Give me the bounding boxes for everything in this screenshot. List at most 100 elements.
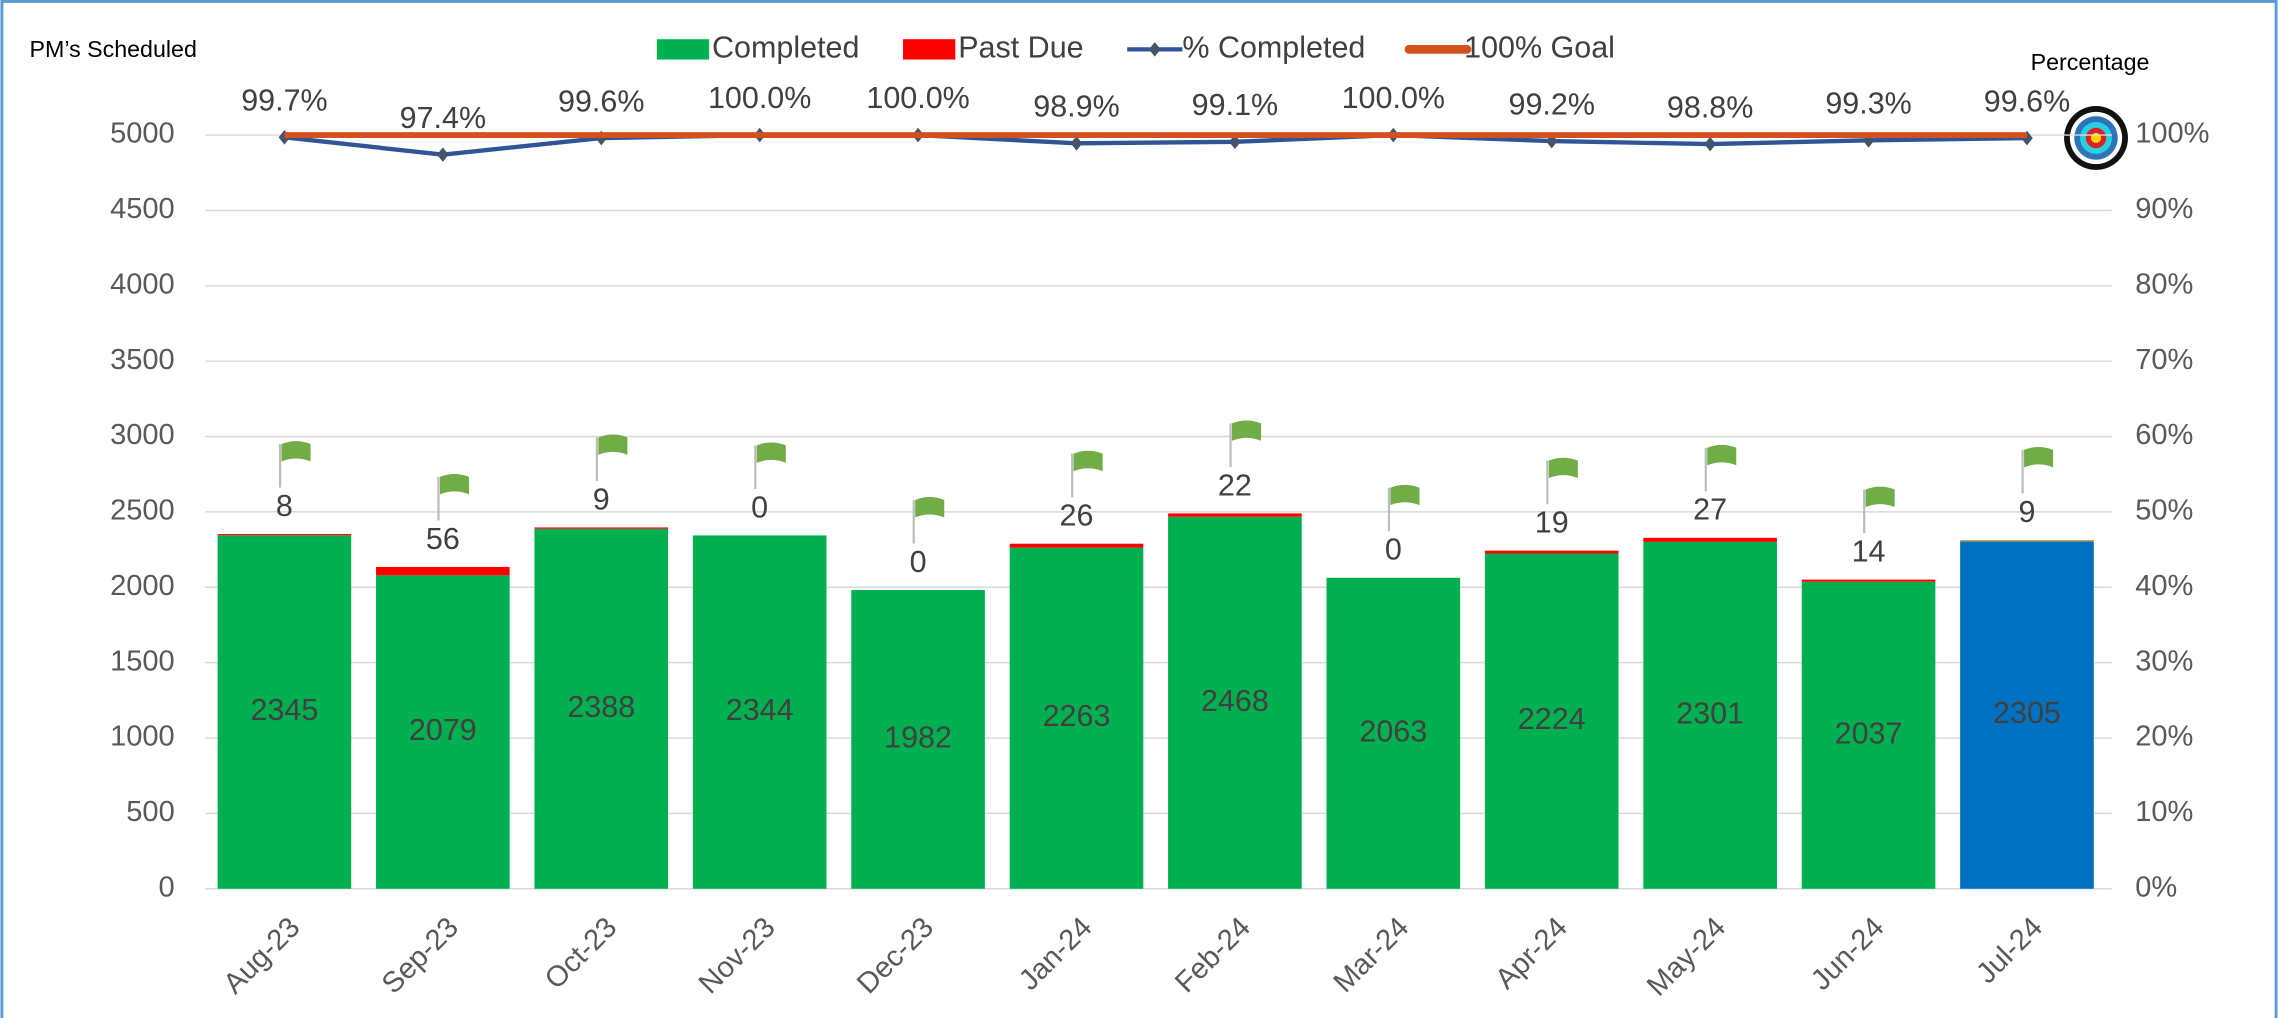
past-due-label: 22 xyxy=(1218,468,1252,502)
bar-value-label: 2301 xyxy=(1676,696,1744,730)
flag-icon xyxy=(595,434,628,481)
x-tick-label: Jul-24 xyxy=(1970,911,2049,990)
y2-tick-label: 0% xyxy=(2135,871,2177,903)
y-axis-title: PM’s Scheduled xyxy=(30,36,197,62)
bar xyxy=(534,527,669,529)
past-due-label: 26 xyxy=(1060,499,1094,533)
percent-label: 99.3% xyxy=(1825,87,1911,121)
past-due-label: 9 xyxy=(2018,495,2035,529)
bar-value-label: 2063 xyxy=(1359,714,1427,748)
bar xyxy=(1960,541,2094,889)
percent-marker xyxy=(1704,136,1716,152)
legend-label: % Completed xyxy=(1182,30,1365,64)
flag-icon xyxy=(278,441,311,488)
legend-label: Past Due xyxy=(958,30,1083,64)
y-tick-label: 4500 xyxy=(110,193,175,225)
y2-tick-label: 80% xyxy=(2135,268,2193,300)
y2-axis-title: Percentage xyxy=(2031,49,2150,75)
flag-cloth xyxy=(281,441,311,462)
x-tick-label: Apr-24 xyxy=(1489,911,1573,995)
flag-cloth xyxy=(439,473,469,495)
flag-icon xyxy=(1863,486,1895,534)
legend-label: Completed xyxy=(712,30,859,64)
flag-icon xyxy=(912,497,945,544)
flag-icon xyxy=(1546,457,1578,505)
past-due-label: 19 xyxy=(1535,506,1569,540)
flag-icon xyxy=(754,442,786,489)
percent-label: 99.6% xyxy=(1984,84,2070,118)
flag-cloth xyxy=(915,497,945,518)
legend-swatch xyxy=(903,39,956,60)
flag-icon xyxy=(2021,447,2054,494)
bar-value-label: 2263 xyxy=(1043,699,1111,733)
legend-swatch xyxy=(656,39,710,60)
bar-value-label: 2305 xyxy=(1993,696,2061,730)
bar xyxy=(217,535,352,889)
bar xyxy=(1643,541,1777,889)
bar xyxy=(1009,543,1144,548)
percent-label: 97.4% xyxy=(400,101,486,135)
y-tick-label: 1500 xyxy=(110,645,175,677)
bar xyxy=(534,528,669,889)
bar xyxy=(1801,581,1936,889)
y2-tick-label: 90% xyxy=(2135,193,2193,225)
percent-label: 99.7% xyxy=(241,84,327,118)
bar xyxy=(1484,550,1619,554)
past-due-label: 56 xyxy=(426,522,460,556)
percent-line xyxy=(284,132,2027,157)
bar xyxy=(692,535,827,889)
x-tick-label: Sep-23 xyxy=(376,911,465,1000)
percent-marker xyxy=(1070,136,1083,151)
bar-value-label: 2345 xyxy=(251,693,319,727)
percent-marker xyxy=(437,147,449,162)
bar xyxy=(376,575,510,889)
bar-value-label: 2224 xyxy=(1518,702,1586,736)
y-tick-label: 2000 xyxy=(110,570,175,602)
flag-icon xyxy=(1071,450,1103,498)
flag-icon xyxy=(1387,484,1420,532)
flag-icon xyxy=(437,473,469,521)
bar-value-label: 1982 xyxy=(884,720,952,754)
y-tick-label: 0 xyxy=(159,871,175,903)
bar xyxy=(1326,577,1461,889)
percent-label: 100.0% xyxy=(1342,81,1445,115)
x-tick-label: May-24 xyxy=(1641,911,1732,1002)
flag-cloth xyxy=(756,442,786,463)
percent-label: 98.8% xyxy=(1667,90,1753,124)
bar-value-label: 2037 xyxy=(1835,716,1903,750)
y2-tick-label: 70% xyxy=(2135,344,2193,376)
x-tick-label: Aug-23 xyxy=(218,911,307,1000)
percent-label: 100.0% xyxy=(708,81,811,115)
y2-tick-label: 40% xyxy=(2135,570,2193,602)
flag-cloth xyxy=(1073,450,1103,472)
bar xyxy=(217,534,352,536)
flag-cloth xyxy=(1390,484,1420,506)
x-tick-label: Jun-24 xyxy=(1805,911,1890,996)
y2-tick-label: 60% xyxy=(2135,419,2193,451)
past-due-label: 8 xyxy=(276,489,293,523)
bar-value-label: 2468 xyxy=(1201,684,1269,718)
past-due-label: 0 xyxy=(751,490,768,524)
bar-value-label: 2388 xyxy=(567,690,635,724)
past-due-label: 0 xyxy=(1385,533,1402,567)
percent-label: 99.6% xyxy=(558,84,644,118)
bar xyxy=(1168,516,1302,889)
y2-tick-label: 100% xyxy=(2135,118,2209,150)
legend-marker xyxy=(1148,42,1161,57)
percent-label: 98.9% xyxy=(1033,90,1119,124)
x-tick-label: Dec-23 xyxy=(851,911,940,1000)
past-due-label: 27 xyxy=(1693,493,1727,527)
bar xyxy=(1009,547,1144,889)
x-tick-label: Feb-24 xyxy=(1169,911,1257,999)
x-tick-label: Nov-23 xyxy=(693,911,782,1000)
bar xyxy=(376,566,510,576)
bar xyxy=(1168,513,1302,517)
x-tick-label: Oct-23 xyxy=(539,911,623,995)
y2-tick-label: 50% xyxy=(2135,495,2193,527)
bar xyxy=(1643,537,1777,542)
flag-cloth xyxy=(2024,447,2054,468)
flag-icon xyxy=(1229,420,1262,467)
past-due-label: 14 xyxy=(1852,534,1886,568)
flag-cloth xyxy=(1707,444,1737,466)
